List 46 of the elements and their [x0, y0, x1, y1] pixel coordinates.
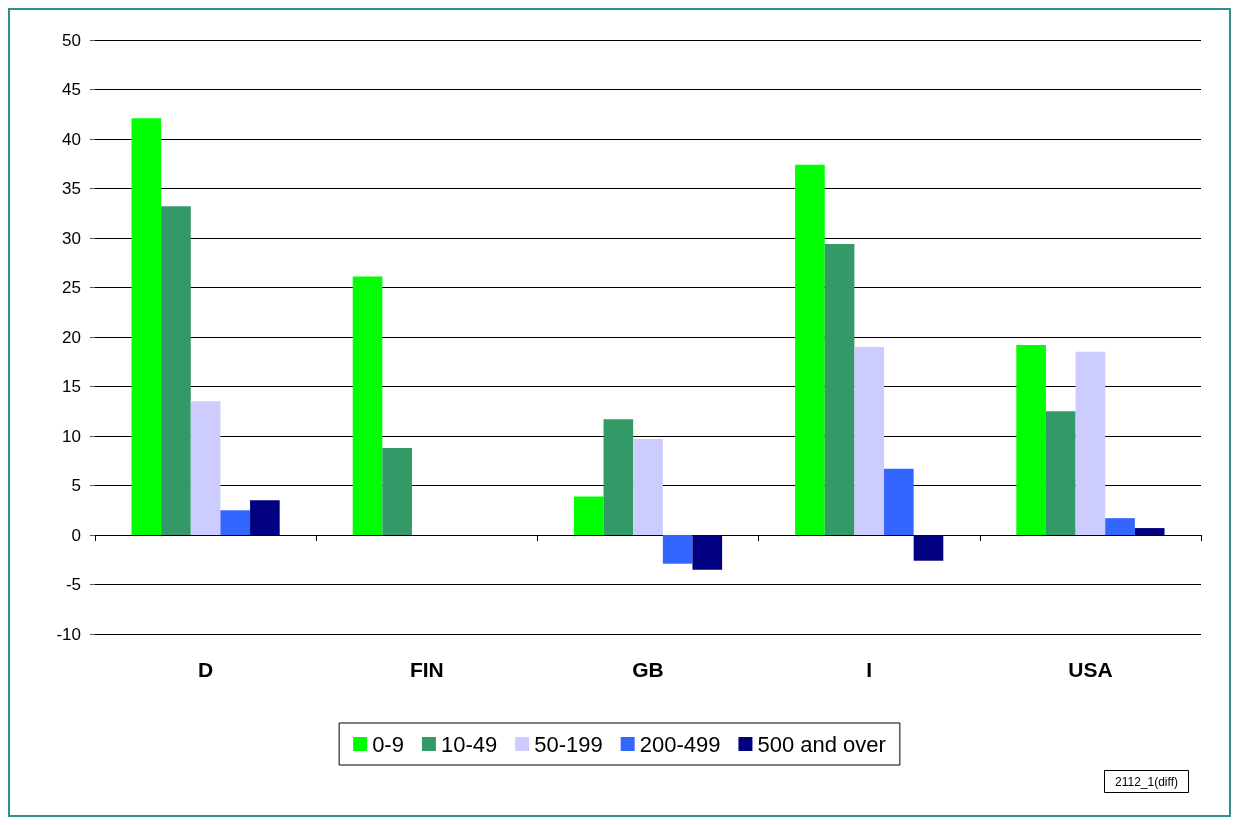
y-tick-label: 0	[71, 525, 81, 545]
bar	[382, 447, 412, 535]
legend-label: 200-499	[639, 731, 721, 757]
bar	[603, 419, 634, 535]
y-tick-label: 35	[62, 179, 81, 198]
y-tick-label: 5	[71, 476, 81, 495]
bar	[573, 496, 604, 535]
legend-label: 500 and over	[757, 731, 886, 757]
x-tick-label: USA	[1068, 658, 1113, 681]
bar	[352, 276, 383, 535]
bar	[1045, 411, 1076, 535]
bar	[1075, 351, 1106, 535]
bar	[220, 510, 251, 535]
bar	[795, 164, 825, 535]
bar	[692, 535, 723, 570]
legend-label: 50-199	[534, 731, 603, 757]
y-tick-label: 10	[62, 426, 81, 446]
bar	[824, 243, 855, 535]
y-tick-label: 20	[62, 327, 81, 347]
bar	[854, 346, 885, 535]
y-tick-label: 30	[62, 228, 81, 248]
y-tick-label: 15	[62, 377, 81, 396]
bar	[250, 500, 280, 535]
y-tick-label: 25	[62, 278, 81, 297]
legend-label: 0-9	[372, 731, 404, 757]
bar	[1105, 518, 1135, 535]
bar	[884, 468, 914, 535]
bar	[161, 206, 191, 535]
text: 2112_1(diff)	[1115, 774, 1178, 789]
x-tick-label: FIN	[409, 658, 444, 681]
x-tick-label: GB	[632, 658, 664, 681]
y-tick-label: 40	[62, 129, 81, 149]
y-tick-label: 50	[62, 30, 81, 50]
x-tick-label: I	[866, 658, 873, 681]
y-tick-label: 45	[62, 80, 81, 99]
legend-label: 10-49	[440, 731, 498, 757]
bar	[633, 438, 663, 535]
bar	[1016, 344, 1046, 535]
y-tick-label: -5	[65, 575, 81, 594]
x-tick-label: D	[198, 658, 214, 681]
bar	[1134, 528, 1165, 535]
bar	[190, 401, 221, 535]
bar	[131, 118, 162, 535]
bar	[913, 535, 944, 561]
bar	[662, 535, 693, 564]
y-tick-label: -10	[56, 624, 81, 644]
